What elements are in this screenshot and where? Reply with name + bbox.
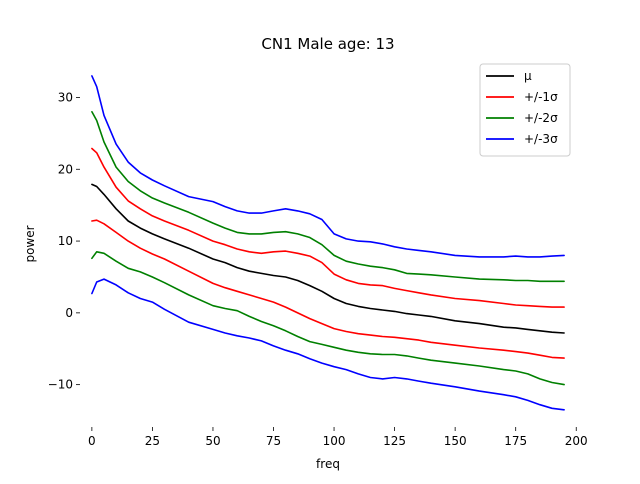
series-line-5 [91, 219, 565, 359]
x-tick-label: 175 [504, 434, 527, 448]
chart-title: CN1 Male age: 13 [261, 35, 394, 53]
series-line-6 [91, 251, 565, 386]
legend-entry-label: +/-3σ [524, 132, 558, 146]
x-axis: 0 25 50 75 100 125 150 175 200 [88, 427, 588, 448]
y-tick-label: 30 [58, 90, 73, 104]
series-line-1 [91, 183, 565, 334]
series-line-4 [91, 75, 565, 258]
series-layer [91, 75, 565, 411]
y-axis-label: power [23, 225, 37, 262]
x-tick-label: 25 [145, 434, 160, 448]
y-tick-label: 20 [58, 162, 73, 176]
y-tick-label: 0 [65, 306, 73, 320]
legend-entry-label: +/-1σ [524, 90, 558, 104]
x-tick-label: 100 [323, 434, 346, 448]
y-axis: −10 0 10 20 30 [48, 90, 80, 392]
x-tick-label: 0 [88, 434, 96, 448]
legend-entry-label: μ [524, 69, 532, 83]
x-tick-label: 200 [565, 434, 588, 448]
x-axis-label: freq [316, 457, 340, 471]
legend-box [479, 63, 571, 157]
x-tick-label: 150 [444, 434, 467, 448]
x-tick-label: 50 [205, 434, 220, 448]
legend-entry-label: +/-2σ [524, 111, 558, 125]
x-tick-label: 75 [266, 434, 281, 448]
legend: μ +/-1σ +/-2σ +/-3σ [479, 63, 571, 157]
y-tick-label: 10 [58, 234, 73, 248]
series-line-2 [91, 147, 565, 308]
series-line-7 [91, 278, 565, 411]
x-tick-label: 125 [383, 434, 406, 448]
y-tick-label: −10 [48, 378, 73, 392]
series-line-3 [91, 111, 565, 283]
